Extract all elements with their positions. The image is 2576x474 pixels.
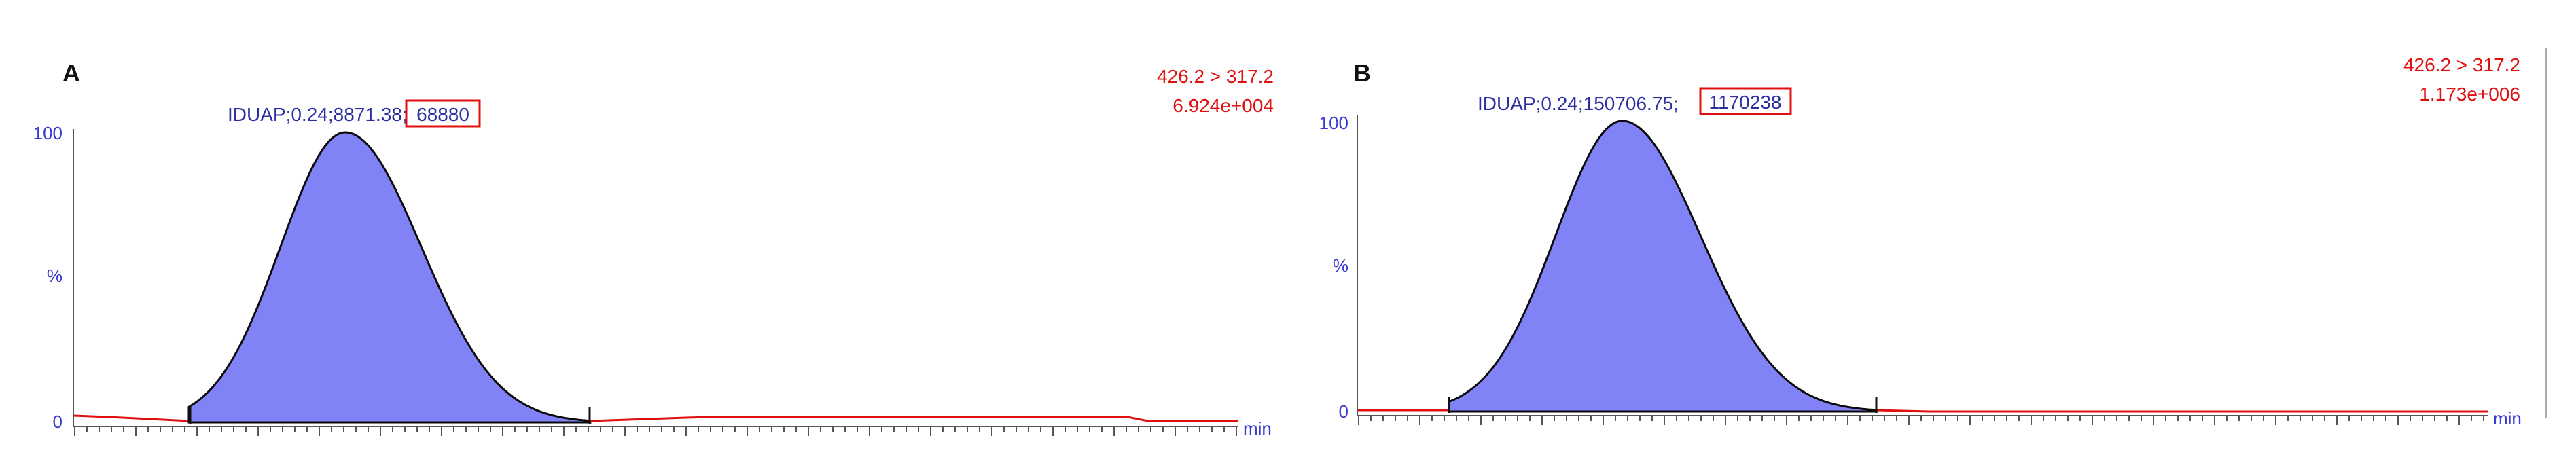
y-tick-percent: %	[47, 266, 62, 286]
intensity-label: 6.924e+004	[1173, 95, 1274, 116]
y-tick-100: 100	[33, 123, 62, 143]
x-axis-ticks	[1358, 416, 2484, 425]
y-tick-0: 0	[1339, 401, 1348, 422]
panel-label: B	[1353, 59, 1371, 87]
intensity-label: 1.173e+006	[2419, 84, 2520, 105]
peak-label: IDUAP;0.24;150706.75;	[1478, 93, 1679, 114]
y-tick-100: 100	[1319, 113, 1348, 133]
x-unit-label: min	[2493, 408, 2522, 429]
y-tick-percent: %	[1333, 255, 1348, 276]
transition-label: 426.2 > 317.2	[2403, 54, 2520, 75]
x-unit-label: min	[1243, 418, 1272, 439]
chromatogram-panel-a: A 426.2 > 317.2 6.924e+004 IDUAP;0.24;88…	[33, 59, 1274, 439]
peak-area-box	[1699, 87, 1792, 115]
peak-label: IDUAP;0.24;8871.38;	[228, 104, 408, 125]
panel-label: A	[62, 59, 80, 87]
x-axis-ticks	[74, 426, 1237, 436]
peak-area	[1448, 120, 1879, 413]
peak-area-value: 68880	[416, 104, 469, 125]
peak-area-value: 1170238	[1709, 92, 1782, 113]
y-tick-0: 0	[53, 412, 62, 432]
peak-area	[187, 131, 592, 424]
peak-area-box	[405, 99, 481, 128]
transition-label: 426.2 > 317.2	[1157, 66, 1274, 87]
chromatogram-panel-b: B 426.2 > 317.2 1.173e+006 IDUAP;0.24;15…	[1319, 48, 2547, 429]
